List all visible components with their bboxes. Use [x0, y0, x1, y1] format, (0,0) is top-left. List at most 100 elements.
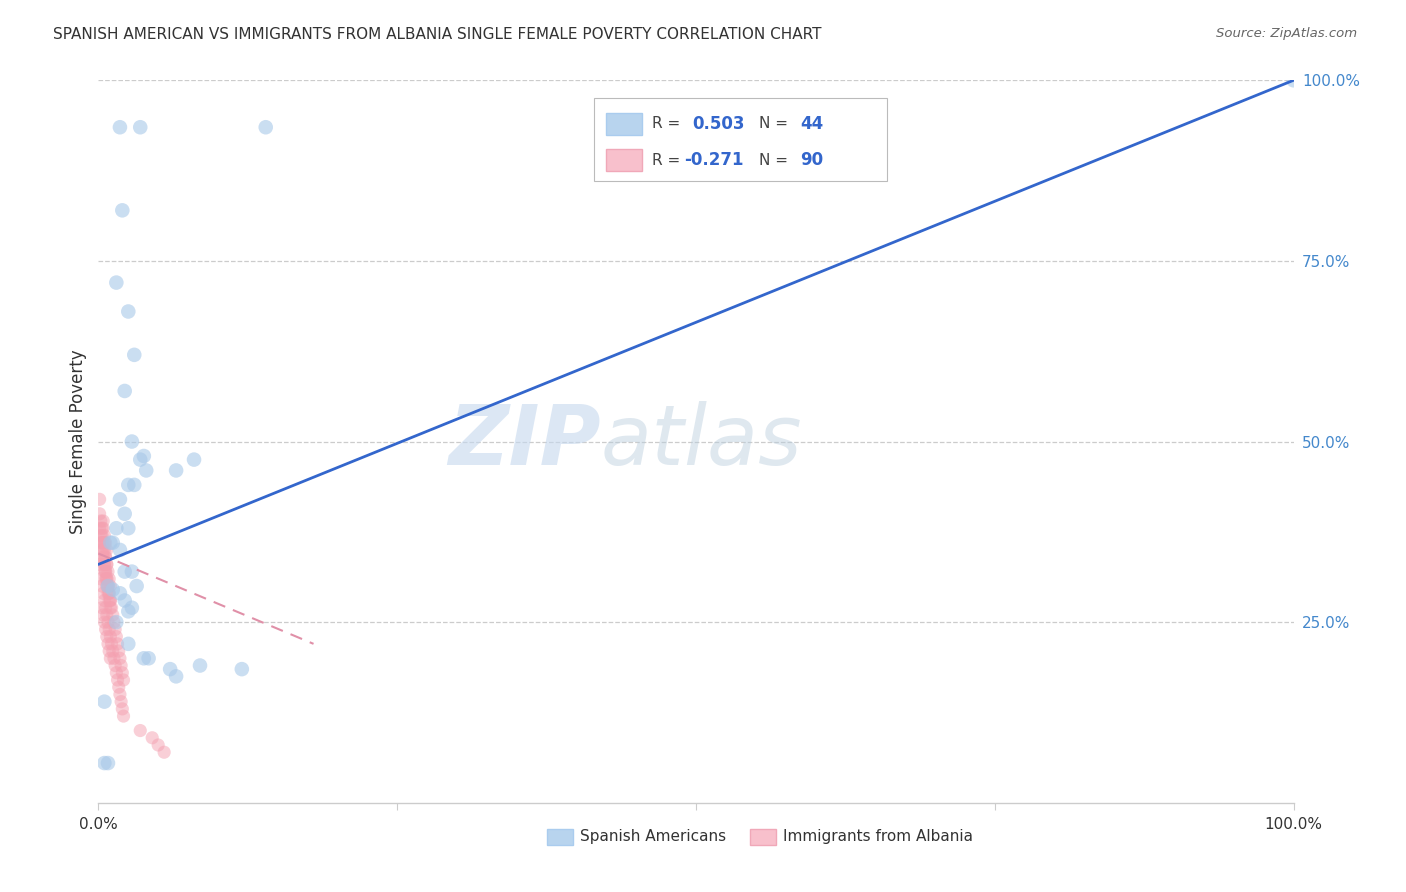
- Point: [91, 579, 114, 593]
- Point: [188, 658, 211, 673]
- Point: [111, 203, 134, 218]
- Point: [97, 756, 120, 770]
- Point: [98, 579, 122, 593]
- Point: [93, 593, 115, 607]
- Text: Source: ZipAtlas.com: Source: ZipAtlas.com: [1216, 27, 1357, 40]
- Bar: [606, 150, 643, 171]
- Point: [101, 644, 124, 658]
- Point: [159, 662, 181, 676]
- Text: N =: N =: [759, 153, 793, 168]
- Text: R =: R =: [652, 153, 685, 168]
- Point: [105, 665, 128, 680]
- Point: [90, 514, 112, 528]
- Point: [91, 542, 114, 557]
- Point: [91, 550, 114, 565]
- Bar: [606, 113, 643, 135]
- Point: [89, 492, 111, 507]
- Point: [129, 120, 152, 135]
- Point: [112, 709, 135, 723]
- Point: [117, 604, 139, 618]
- Point: [91, 535, 114, 549]
- Point: [105, 615, 128, 630]
- Point: [254, 120, 277, 135]
- Point: [108, 651, 131, 665]
- Text: R =: R =: [652, 116, 685, 131]
- Point: [108, 120, 131, 135]
- Point: [1282, 73, 1305, 87]
- Text: atlas: atlas: [600, 401, 801, 482]
- Point: [90, 535, 112, 549]
- Point: [125, 579, 148, 593]
- Point: [98, 593, 122, 607]
- Point: [89, 558, 111, 572]
- Point: [93, 558, 115, 572]
- Point: [105, 521, 128, 535]
- Point: [121, 434, 143, 449]
- Point: [98, 644, 121, 658]
- Point: [112, 673, 135, 687]
- Point: [141, 731, 163, 745]
- Point: [117, 637, 139, 651]
- Point: [93, 558, 115, 572]
- Point: [91, 535, 114, 549]
- Point: [97, 579, 120, 593]
- Point: [96, 607, 118, 622]
- Point: [114, 507, 136, 521]
- Point: [111, 665, 134, 680]
- Point: [103, 615, 125, 630]
- Point: [98, 572, 121, 586]
- Point: [138, 651, 160, 665]
- Point: [98, 586, 121, 600]
- Point: [94, 550, 117, 565]
- Y-axis label: Single Female Poverty: Single Female Poverty: [69, 350, 87, 533]
- Text: Spanish Americans: Spanish Americans: [581, 830, 725, 844]
- Bar: [547, 829, 572, 845]
- Text: 0.503: 0.503: [692, 115, 745, 133]
- Point: [94, 550, 117, 565]
- Point: [165, 463, 187, 477]
- Point: [108, 687, 131, 701]
- Point: [101, 582, 124, 597]
- Point: [98, 593, 122, 607]
- Point: [96, 558, 118, 572]
- Text: N =: N =: [759, 116, 793, 131]
- Point: [96, 542, 118, 557]
- Point: [97, 615, 120, 630]
- Point: [114, 565, 136, 579]
- Point: [114, 593, 136, 607]
- Point: [105, 276, 128, 290]
- Point: [98, 623, 121, 637]
- Point: [91, 600, 114, 615]
- Point: [107, 644, 129, 658]
- Point: [94, 600, 117, 615]
- Point: [124, 478, 146, 492]
- Point: [108, 542, 131, 557]
- Point: [103, 651, 125, 665]
- Point: [96, 630, 118, 644]
- Point: [97, 586, 120, 600]
- Point: [93, 756, 115, 770]
- Point: [91, 528, 114, 542]
- Point: [98, 593, 121, 607]
- Point: [91, 586, 114, 600]
- Point: [148, 738, 170, 752]
- Point: [98, 651, 122, 665]
- Point: [97, 637, 120, 651]
- Point: [104, 658, 127, 673]
- Text: 90: 90: [800, 152, 823, 169]
- Point: [91, 514, 114, 528]
- Point: [94, 565, 117, 579]
- Point: [94, 623, 117, 637]
- Point: [129, 723, 152, 738]
- Point: [114, 384, 136, 398]
- Point: [98, 600, 122, 615]
- Point: [101, 535, 124, 549]
- Point: [121, 565, 143, 579]
- Point: [117, 521, 139, 535]
- Bar: [749, 829, 776, 845]
- Point: [132, 449, 155, 463]
- Point: [93, 542, 115, 557]
- Point: [129, 452, 152, 467]
- Point: [90, 572, 112, 586]
- Point: [91, 542, 114, 557]
